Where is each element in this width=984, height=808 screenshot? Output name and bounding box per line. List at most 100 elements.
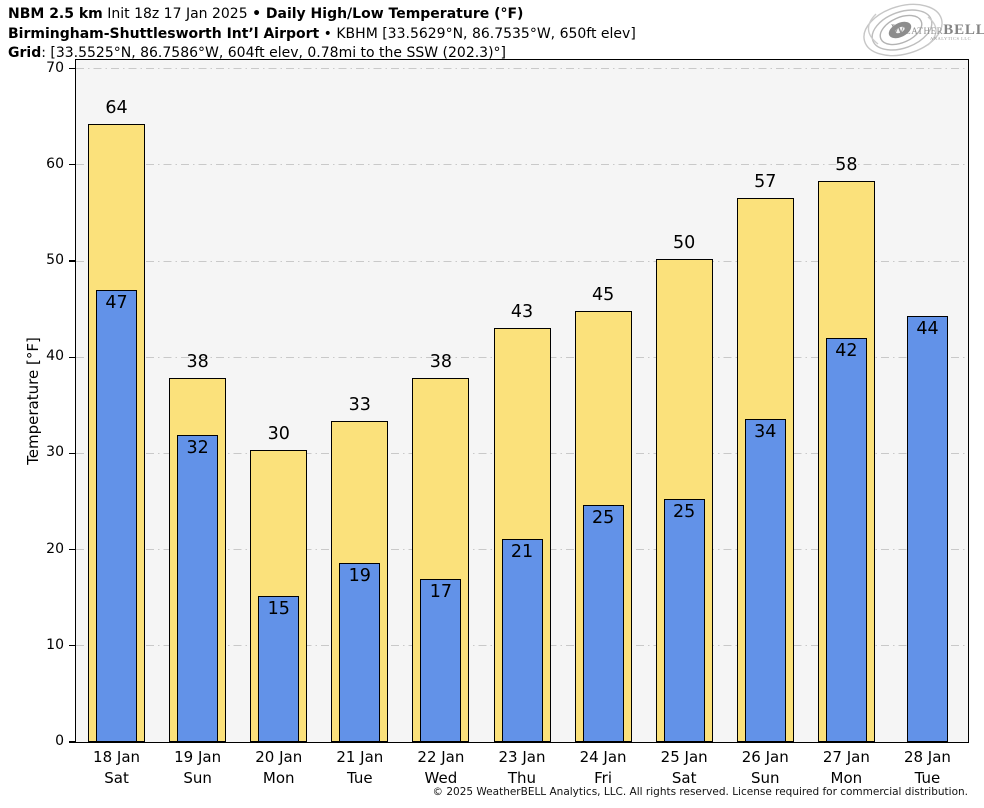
header-line-3: Grid: [33.5525°N, 86.7586°W, 604ft elev,… [8,44,636,64]
logo-w: W [891,22,906,38]
hurricane-swirl-icon [863,3,943,57]
high-value-label: 38 [429,352,453,373]
x-tick-date: 20 Jan [255,748,303,766]
model-name: NBM 2.5 km [8,6,103,22]
low-value-label: 25 [591,508,615,529]
low-bar [258,595,300,742]
x-tick-label: 25 Jan Sat [644,747,725,788]
x-tick-label: 19 Jan Sun [157,747,238,788]
x-tick-weekday: Sun [183,768,212,787]
low-bar [501,539,543,742]
y-tick-mark-0 [69,741,75,743]
y-tick-mark-50 [69,260,75,262]
x-tick-label: 26 Jan Sun [725,747,806,788]
header-line-2: Birmingham-Shuttlesworth Intʼl Airport •… [8,25,636,45]
low-value-label: 15 [267,598,290,619]
low-value-label: 17 [429,582,453,603]
y-tick-mark-40 [69,356,75,358]
grid-label: Grid [8,45,42,61]
high-value-label: 30 [267,423,290,444]
y-tick-label-40: 40 [46,348,64,365]
y-tick-label-0: 0 [55,733,64,749]
x-tick-label: 20 Jan Mon [238,747,319,788]
x-tick-weekday: Thu [507,768,537,787]
high-value-label: 45 [591,285,615,306]
chart-header: NBM 2.5 km Init 18z 17 Jan 2025 • Daily … [8,5,636,64]
y-tick-label-70: 70 [46,59,64,76]
y-tick-label-60: 60 [46,155,64,172]
x-tick-weekday: Mon [262,768,295,787]
x-tick-date: 25 Jan [660,748,708,766]
high-value-label: 33 [348,394,371,415]
station-name: Birmingham-Shuttlesworth Intʼl Airport [8,25,320,42]
low-value-label: 19 [348,566,371,587]
x-tick-date: 24 Jan [579,748,627,766]
x-tick-date: 28 Jan [903,748,951,766]
x-tick-date: 18 Jan [93,748,141,766]
y-tick-mark-30 [69,452,75,454]
high-value-label: 43 [510,302,534,323]
low-value-label: 25 [673,501,696,522]
high-value-label: 38 [186,352,209,373]
product-title: • Daily High/Low Temperature (°F) [252,6,524,22]
low-bar [825,338,867,742]
x-tick-date: 23 Jan [498,748,546,766]
header-line-1: NBM 2.5 km Init 18z 17 Jan 2025 • Daily … [8,5,636,25]
y-tick-mark-20 [69,549,75,551]
x-tick-weekday: Tue [346,768,373,787]
x-tick-weekday: Fri [594,768,612,787]
high-value-label: 64 [105,98,128,119]
x-tick-label: 22 Jan Wed [400,747,481,788]
low-value-label: 32 [186,438,209,459]
low-bar [663,498,705,742]
logo-subtext: Analytics LLC [930,36,972,41]
logo-bell: BELL [943,22,984,38]
y-tick-mark-60 [69,164,75,166]
x-tick-date: 26 Jan [741,748,789,766]
x-tick-weekday: Sat [104,768,129,787]
gridline-70 [76,68,968,70]
x-tick-label: 18 Jan Sat [76,747,157,788]
y-tick-label-30: 30 [46,444,64,461]
low-bar [744,418,786,742]
logo-wordmark: WEATHERBELL [891,21,984,39]
high-value-label: 57 [754,171,777,192]
high-value-label: 50 [673,233,696,254]
plot-area: 64 47 38 32 30 15 33 19 38 17 43 21 45 25 50 25 57 34 58 42… [76,60,968,742]
x-tick-date: 19 Jan [174,748,222,766]
low-value-label: 42 [835,340,858,361]
x-tick-weekday: Tue [914,768,941,787]
x-tick-label: 24 Jan Fri [563,747,644,788]
weatherbell-logo: WEATHERBELL Analytics LLC [858,0,984,60]
low-value-label: 44 [916,318,939,339]
gridline-60 [76,164,968,166]
y-tick-label-20: 20 [46,540,64,557]
low-bar [906,315,948,742]
station-details: • KBHM [33.5629°N, 86.7535°W, 650ft elev… [319,25,636,42]
y-tick-mark-10 [69,645,75,647]
init-time: Init 18z 17 Jan 2025 [102,6,253,22]
x-tick-date: 27 Jan [822,748,870,766]
grid-details: : [33.5525°N, 86.7586°W, 604ft elev, 0.7… [41,45,507,61]
x-tick-weekday: Wed [424,768,458,787]
x-tick-label: 21 Jan Tue [319,747,400,788]
x-tick-weekday: Sat [671,768,697,787]
low-bar [339,563,381,742]
high-value-label: 58 [835,155,858,176]
x-tick-date: 22 Jan [417,748,465,766]
y-tick-label-50: 50 [46,252,64,269]
low-bar [582,505,624,742]
low-value-label: 47 [105,292,128,313]
copyright-notice: © 2025 WeatherBELL Analytics, LLC. All r… [432,786,968,798]
x-tick-weekday: Mon [830,768,863,787]
x-tick-date: 21 Jan [336,748,384,766]
low-bar [96,289,138,742]
y-tick-mark-70 [69,68,75,70]
x-tick-weekday: Sun [750,768,780,787]
gridline-50 [76,260,968,262]
low-value-label: 21 [510,542,534,563]
x-tick-label: 23 Jan Thu [481,747,562,788]
x-tick-label: 28 Jan Tue [887,747,968,788]
x-tick-label: 27 Jan Mon [806,747,887,788]
